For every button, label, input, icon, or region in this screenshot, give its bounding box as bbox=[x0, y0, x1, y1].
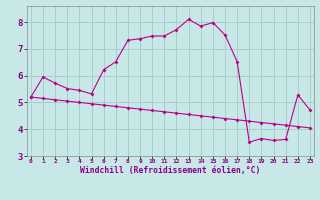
X-axis label: Windchill (Refroidissement éolien,°C): Windchill (Refroidissement éolien,°C) bbox=[80, 166, 260, 175]
